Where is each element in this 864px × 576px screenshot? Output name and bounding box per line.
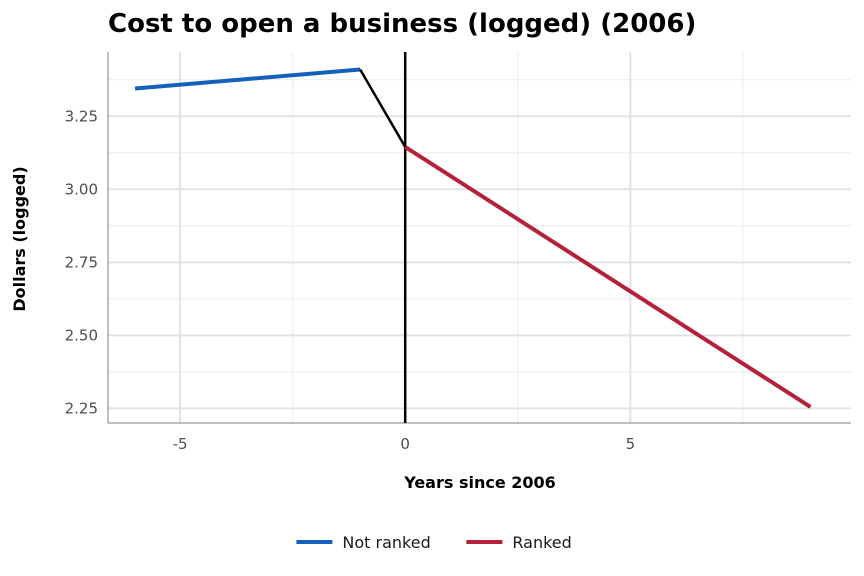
x-tick-label: -5 [173, 435, 188, 453]
x-tick-label: 0 [400, 435, 410, 453]
series-line-ranked [404, 145, 812, 409]
series-line-not-ranked [134, 67, 361, 91]
legend: Not ranked Ranked [296, 533, 572, 552]
y-tick-label: 3.25 [65, 107, 98, 125]
x-axis-title: Years since 2006 [403, 473, 556, 492]
grid [108, 52, 851, 423]
y-tick-label: 2.25 [65, 399, 98, 417]
y-tick-label: 3.00 [65, 180, 98, 198]
y-tick-label: 2.50 [65, 326, 98, 344]
y-tick-label: 2.75 [65, 253, 98, 271]
legend-label-ranked: Ranked [512, 533, 571, 552]
series [134, 52, 812, 423]
axes: -5 0 5 2.25 2.50 2.75 3.00 3.25 [65, 52, 851, 453]
series-line-connector [359, 68, 407, 148]
legend-label-not-ranked: Not ranked [342, 533, 430, 552]
chart-title: Cost to open a business (logged) (2006) [108, 9, 696, 39]
y-axis-title: Dollars (logged) [10, 166, 29, 311]
x-tick-label: 5 [626, 435, 636, 453]
